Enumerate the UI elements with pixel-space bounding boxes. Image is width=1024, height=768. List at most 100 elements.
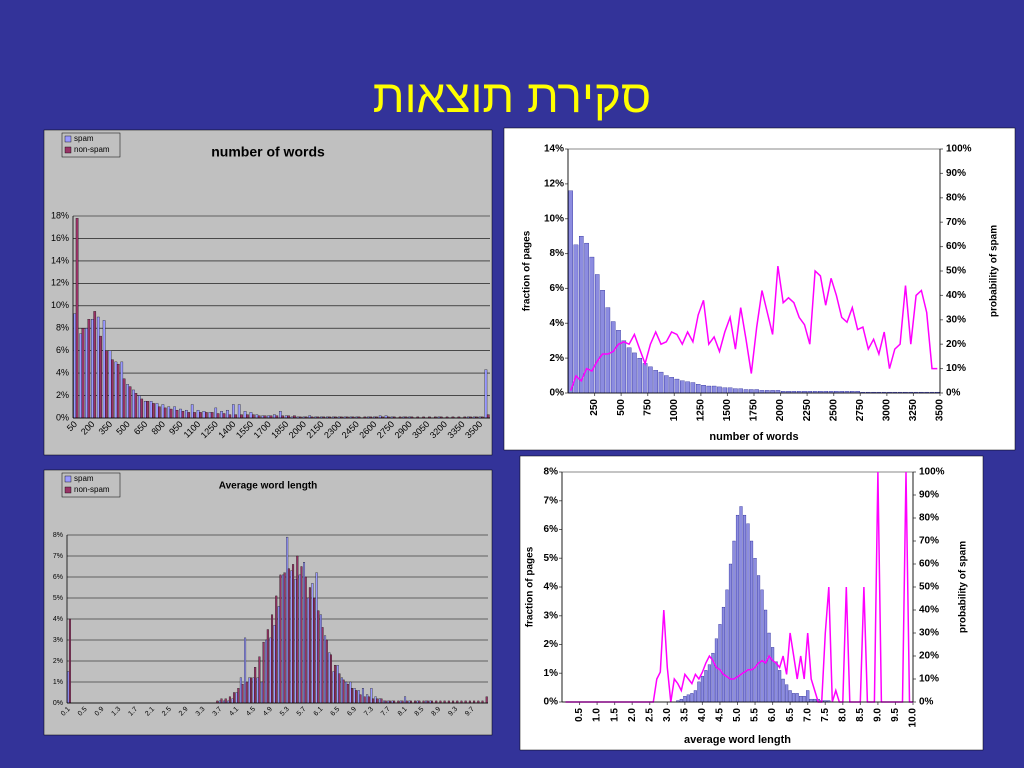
x-tick-label: 8.9 <box>430 706 442 718</box>
x-tick-label: 6.9 <box>346 706 358 718</box>
x-tick-label: 2500 <box>828 399 839 422</box>
bar <box>771 647 775 703</box>
bar <box>319 614 322 704</box>
bar <box>249 412 253 419</box>
x-tick-label: 8.5 <box>855 708 866 722</box>
bar <box>202 411 206 419</box>
bar <box>363 696 366 704</box>
y-tick-label: 5% <box>544 553 559 564</box>
bar <box>102 320 106 419</box>
bar <box>685 381 690 394</box>
bar <box>173 406 176 419</box>
bar <box>287 568 290 704</box>
bar <box>235 692 238 704</box>
y-tick-label: 12% <box>51 278 69 288</box>
y-tick-label: 5% <box>53 595 63 602</box>
bar <box>296 555 299 704</box>
bar <box>67 671 70 704</box>
bar <box>642 363 648 394</box>
y2-tick-label: 70% <box>946 217 966 228</box>
bar <box>163 407 167 419</box>
bar <box>735 514 740 703</box>
y2-tick-label: 80% <box>919 513 939 524</box>
bar <box>700 675 704 703</box>
bar <box>342 679 345 704</box>
bar <box>345 681 348 704</box>
bar <box>722 387 728 394</box>
legend-swatch <box>64 486 72 494</box>
x-tick-label: 500 <box>616 399 627 416</box>
y-axis-label: fraction of pages <box>522 230 533 311</box>
bar <box>85 328 88 419</box>
bar <box>690 693 694 703</box>
x-tick-label: 8.1 <box>397 706 409 718</box>
bar <box>279 411 282 419</box>
y2-tick-label: 50% <box>919 582 939 593</box>
x-tick-label: 5.3 <box>279 706 291 718</box>
y-tick-label: 8% <box>53 532 63 539</box>
bar <box>265 639 268 704</box>
bar <box>679 380 685 394</box>
bar <box>378 698 381 704</box>
bar <box>231 698 234 704</box>
bar <box>600 290 605 394</box>
x-tick-label: 0.5 <box>77 706 89 718</box>
bar <box>370 688 373 704</box>
legend-label: spam <box>74 134 94 143</box>
y2-tick-label: 70% <box>919 536 939 547</box>
x-tick-label: 3.0 <box>662 708 673 722</box>
bar <box>158 406 161 419</box>
bar <box>73 313 77 419</box>
bar <box>167 406 171 419</box>
bar <box>111 359 114 419</box>
x-tick-label: 2750 <box>855 399 866 422</box>
x-tick-label: 6.0 <box>767 708 778 722</box>
y2-tick-label: 80% <box>946 192 966 203</box>
bar <box>594 274 600 394</box>
x-tick-label: 4.9 <box>262 706 274 718</box>
bar <box>714 638 718 703</box>
x-tick-label: 2.9 <box>178 706 190 718</box>
bar <box>693 690 697 703</box>
bar <box>579 235 584 394</box>
bar <box>93 311 97 419</box>
bar <box>664 375 669 394</box>
bar <box>239 677 242 704</box>
bar <box>199 412 202 419</box>
y-tick-label: 0% <box>53 700 63 707</box>
x-tick-label: 7.3 <box>363 706 375 718</box>
x-tick-label: 0.1 <box>60 706 72 718</box>
x-tick-label: 4.0 <box>697 708 708 722</box>
bar <box>621 340 627 394</box>
bar <box>695 384 701 394</box>
bar <box>690 382 696 394</box>
bar <box>226 409 229 419</box>
bar <box>216 413 220 419</box>
y-tick-label: 6% <box>550 283 565 294</box>
bar <box>573 244 579 394</box>
bar <box>674 378 680 394</box>
legend-swatch <box>64 475 72 483</box>
y-tick-label: 2% <box>550 353 565 364</box>
y-tick-label: 4% <box>53 616 63 623</box>
bar <box>140 398 144 419</box>
bar <box>190 404 194 419</box>
bar <box>626 347 632 394</box>
y-tick-label: 4% <box>56 367 69 377</box>
bar <box>725 589 729 703</box>
bar <box>484 369 488 419</box>
bar <box>764 609 768 703</box>
x-tick-label: 3250 <box>908 399 919 422</box>
bar <box>686 694 690 703</box>
bar <box>374 696 377 704</box>
bar <box>605 307 611 394</box>
bar <box>252 677 255 704</box>
bar <box>324 635 327 704</box>
bar <box>243 411 247 419</box>
bar <box>355 690 358 704</box>
bar <box>279 574 282 704</box>
plot-area <box>73 216 490 418</box>
x-tick-label: 3.3 <box>195 706 207 718</box>
x-tick-label: 5.5 <box>750 708 761 722</box>
x-tick-label: 1000 <box>669 399 680 422</box>
